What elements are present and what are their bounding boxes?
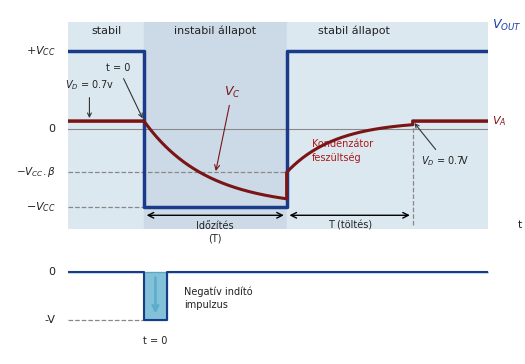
Text: $V_{OUT}$: $V_{OUT}$ (492, 18, 522, 33)
Bar (144, 22, 287, 229)
Text: $-V_{CC}.\beta$: $-V_{CC}.\beta$ (16, 165, 56, 179)
Text: $V_D$ = 0.7V: $V_D$ = 0.7V (415, 124, 469, 168)
Text: stabil: stabil (91, 26, 121, 36)
Text: $V_C$: $V_C$ (215, 85, 240, 170)
Text: t = 0: t = 0 (107, 63, 142, 117)
Text: 0: 0 (49, 124, 56, 134)
Text: $+V_{CC}$: $+V_{CC}$ (26, 44, 56, 58)
Text: T (töltés): T (töltés) (328, 221, 372, 231)
Bar (287, 22, 488, 229)
Text: instabil állapot: instabil állapot (174, 26, 256, 36)
Text: 0: 0 (49, 267, 56, 277)
Text: $V_A$: $V_A$ (492, 114, 507, 128)
Text: Negatív indító
impulzus: Negatív indító impulzus (184, 286, 253, 310)
Bar (68, 22, 144, 229)
Text: $-V_{CC}$: $-V_{CC}$ (26, 201, 56, 214)
Text: -V: -V (45, 315, 56, 325)
Text: t: t (518, 219, 522, 230)
Text: stabil állapot: stabil állapot (318, 26, 390, 36)
Text: $V_D$ = 0.7v: $V_D$ = 0.7v (65, 78, 114, 117)
Text: Időzítés
(T): Időzítés (T) (196, 221, 234, 243)
Text: Kondenzátor
feszültség: Kondenzátor feszültség (312, 139, 373, 163)
Text: t = 0: t = 0 (143, 336, 167, 347)
